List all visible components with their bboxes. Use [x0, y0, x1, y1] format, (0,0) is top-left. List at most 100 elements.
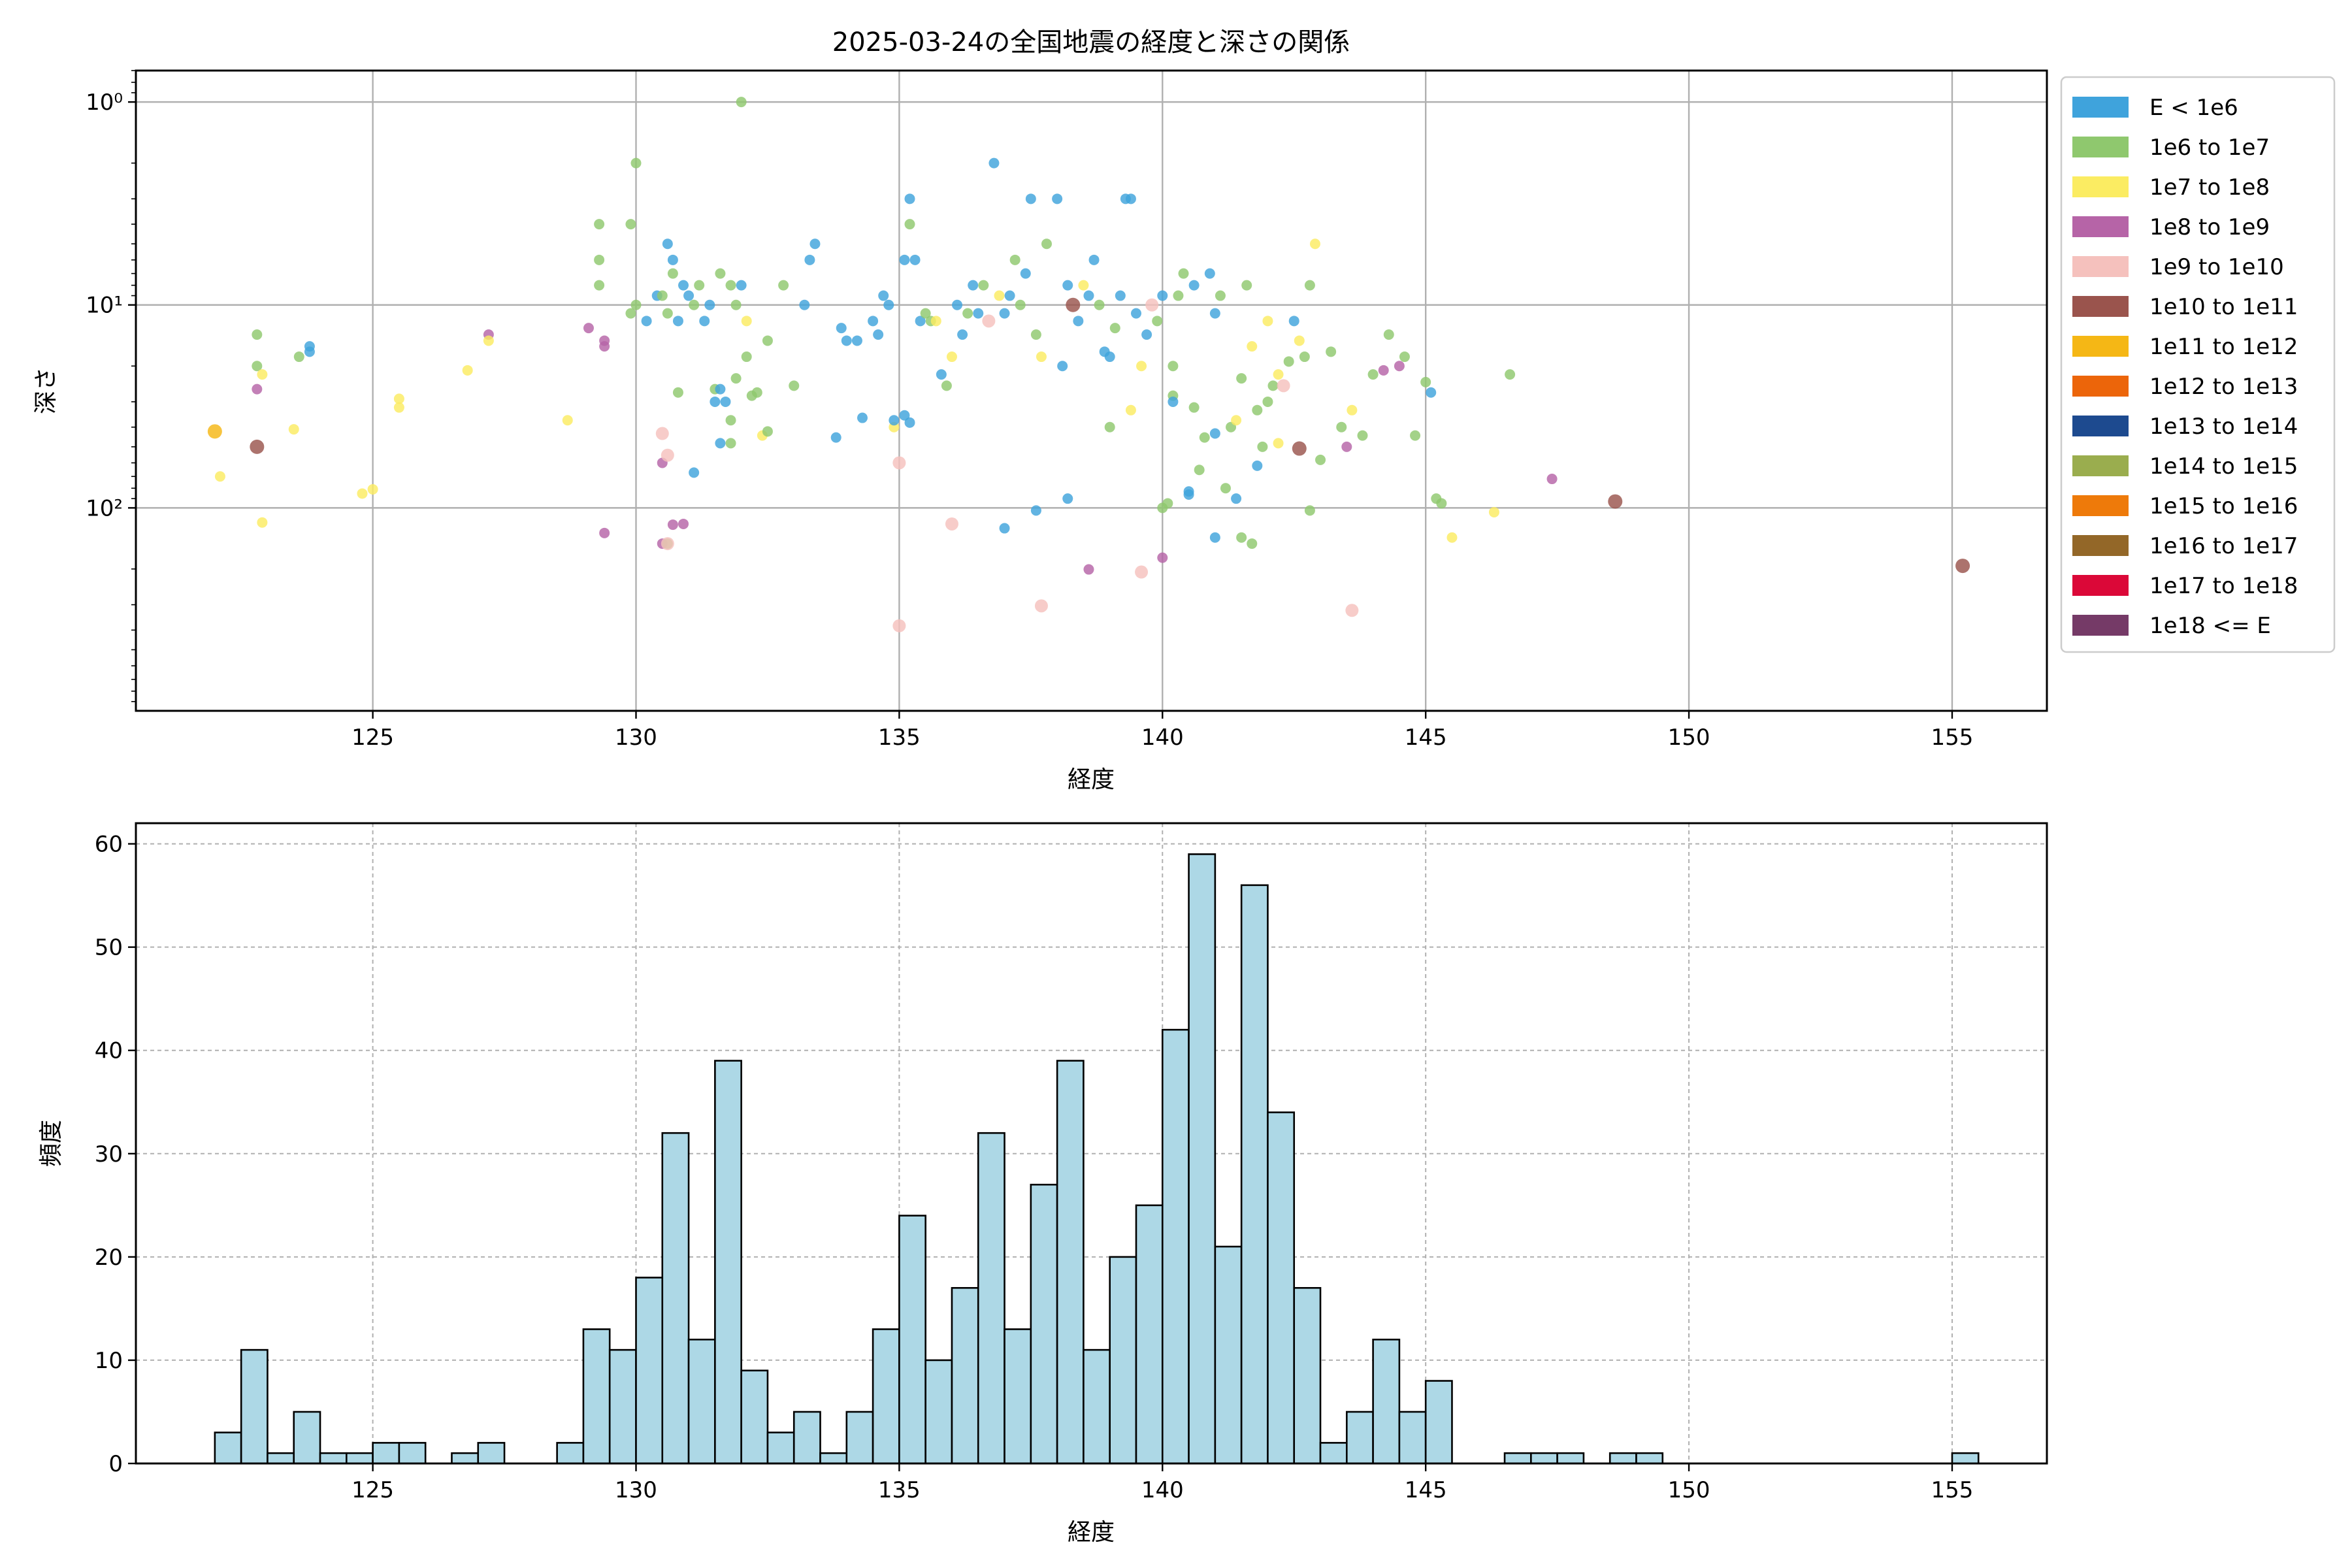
hist-bar	[1214, 1245, 1243, 1465]
legend-label: 1e9 to 1e10	[2149, 254, 2284, 280]
hist-bar	[1424, 1380, 1453, 1465]
scatter-point	[909, 254, 921, 265]
scatter-point	[562, 415, 573, 426]
scatter-point	[1283, 356, 1294, 367]
scatter-point	[804, 254, 815, 265]
legend-label: 1e10 to 1e11	[2149, 294, 2298, 320]
legend-swatch	[2072, 455, 2129, 476]
scatter-point	[830, 432, 841, 443]
scatter-point	[1309, 238, 1320, 250]
scatter-title: 2025-03-24の全国地震の経度と深さの関係	[832, 27, 1350, 57]
scatter-point	[1009, 254, 1021, 265]
scatter-point	[725, 280, 736, 291]
scatter-point	[1273, 369, 1284, 380]
hist-bar	[398, 1442, 427, 1465]
hist-bar	[1109, 1256, 1137, 1465]
hist-y-tick-label: 30	[95, 1141, 123, 1168]
hist-bar	[608, 1348, 637, 1465]
scatter-point	[1025, 193, 1036, 204]
scatter-point	[667, 254, 678, 265]
scatter-point	[999, 523, 1010, 534]
scatter-x-ticks: 125 130 135 140 145 150 155	[351, 711, 1973, 751]
legend-swatch	[2072, 137, 2129, 157]
legend-swatch	[2072, 416, 2129, 436]
scatter-point	[968, 280, 979, 291]
hist-x-axis-label: 経度	[1068, 1519, 1115, 1546]
scatter-y-tick-label: 10²	[86, 495, 123, 521]
scatter-point	[667, 268, 678, 279]
scatter-point	[1188, 402, 1200, 413]
hist-bar	[1293, 1286, 1322, 1465]
scatter-point	[1204, 268, 1215, 279]
scatter-point	[1041, 238, 1053, 250]
scatter-point	[778, 280, 789, 291]
legend-label: 1e13 to 1e14	[2149, 414, 2298, 440]
scatter-point	[1383, 329, 1394, 340]
hist-bar	[267, 1452, 295, 1465]
hist-axes-frame	[135, 822, 2048, 1465]
scatter-point	[1104, 351, 1115, 363]
scatter-point	[662, 238, 673, 250]
hist-bar	[451, 1452, 480, 1465]
scatter-point	[207, 424, 222, 439]
scatter-point	[1168, 361, 1179, 372]
scatter-point	[930, 316, 941, 327]
hist-bar	[1346, 1411, 1374, 1465]
scatter-point	[1020, 268, 1031, 279]
hist-bar	[1240, 884, 1269, 1465]
scatter-x-axis-label: 経度	[1068, 766, 1115, 793]
scatter-point	[762, 335, 773, 346]
scatter-point	[1062, 280, 1073, 291]
scatter-point	[1168, 396, 1179, 407]
scatter-point	[1188, 280, 1200, 291]
scatter-point	[293, 351, 304, 363]
scatter-point	[873, 329, 884, 340]
scatter-x-tick-label: 140	[1141, 725, 1184, 751]
scatter-x-tick-label: 150	[1668, 725, 1710, 751]
scatter-point	[1546, 474, 1558, 485]
scatter-point	[661, 537, 674, 551]
hist-y-tick-label: 0	[108, 1451, 123, 1477]
legend-swatch	[2072, 495, 2129, 516]
legend-label: 1e6 to 1e7	[2149, 135, 2270, 161]
hist-bar	[372, 1442, 400, 1465]
legend-swatch	[2072, 376, 2129, 397]
scatter-point	[1410, 430, 1421, 441]
scatter-point	[952, 299, 963, 310]
hist-x-tick-label: 140	[1141, 1477, 1184, 1503]
legend-swatch	[2072, 296, 2129, 317]
scatter-point	[1220, 483, 1231, 494]
scatter-point	[920, 308, 931, 319]
scatter-point	[662, 308, 673, 319]
hist-x-tick-label: 145	[1405, 1477, 1447, 1503]
hist-y-ticks: 0 10 20 30 40 50 60	[95, 832, 136, 1477]
scatter-x-tick-label: 130	[615, 725, 657, 751]
scatter-point	[1394, 361, 1405, 372]
scatter-point	[1257, 441, 1268, 452]
scatter-point	[730, 373, 742, 384]
scatter-point	[883, 299, 894, 310]
hist-bar	[1083, 1348, 1111, 1465]
scatter-point	[994, 290, 1005, 301]
hist-bar	[1056, 1060, 1085, 1465]
scatter-point	[915, 316, 926, 327]
scatter-point	[1252, 404, 1263, 416]
hist-y-tick-label: 20	[95, 1245, 123, 1271]
scatter-point	[1399, 351, 1410, 363]
scatter-point	[841, 335, 852, 346]
hist-x-tick-label: 150	[1668, 1477, 1710, 1503]
hist-bar	[898, 1215, 926, 1465]
hist-bar	[714, 1060, 742, 1465]
scatter-point	[1215, 290, 1226, 301]
scatter-point	[1231, 415, 1242, 426]
scatter-points	[207, 97, 1970, 632]
hist-bar	[845, 1411, 874, 1465]
scatter-point	[946, 351, 957, 363]
hist-bar	[1267, 1111, 1296, 1465]
scatter-y-ticks: 10⁰ 10¹ 10²	[86, 70, 136, 702]
scatter-point	[1262, 316, 1273, 327]
scatter-point	[1083, 290, 1094, 301]
scatter-point	[1326, 346, 1337, 357]
scatter-point	[957, 329, 968, 340]
hist-bar	[214, 1431, 242, 1465]
